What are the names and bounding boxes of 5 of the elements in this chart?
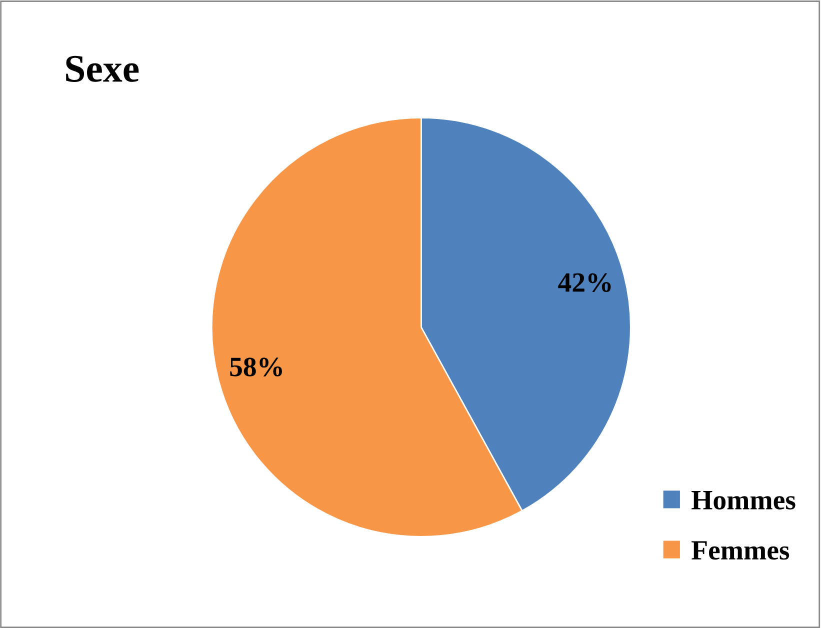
data-label: 42% xyxy=(558,273,611,292)
legend-label: Femmes xyxy=(692,541,790,560)
chart-title: Sexe xyxy=(66,56,139,82)
data-label: 58% xyxy=(230,358,282,376)
legend-label: Hommes xyxy=(692,491,796,510)
